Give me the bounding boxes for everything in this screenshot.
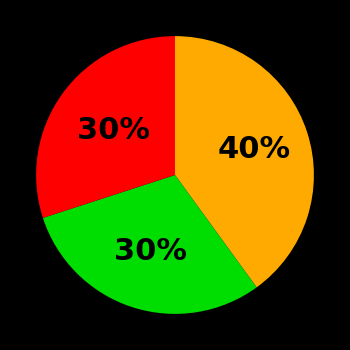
Wedge shape [175,36,314,287]
Wedge shape [36,36,175,218]
Text: 30%: 30% [114,237,187,266]
Text: 40%: 40% [218,135,291,164]
Text: 30%: 30% [77,116,150,145]
Wedge shape [43,175,257,314]
